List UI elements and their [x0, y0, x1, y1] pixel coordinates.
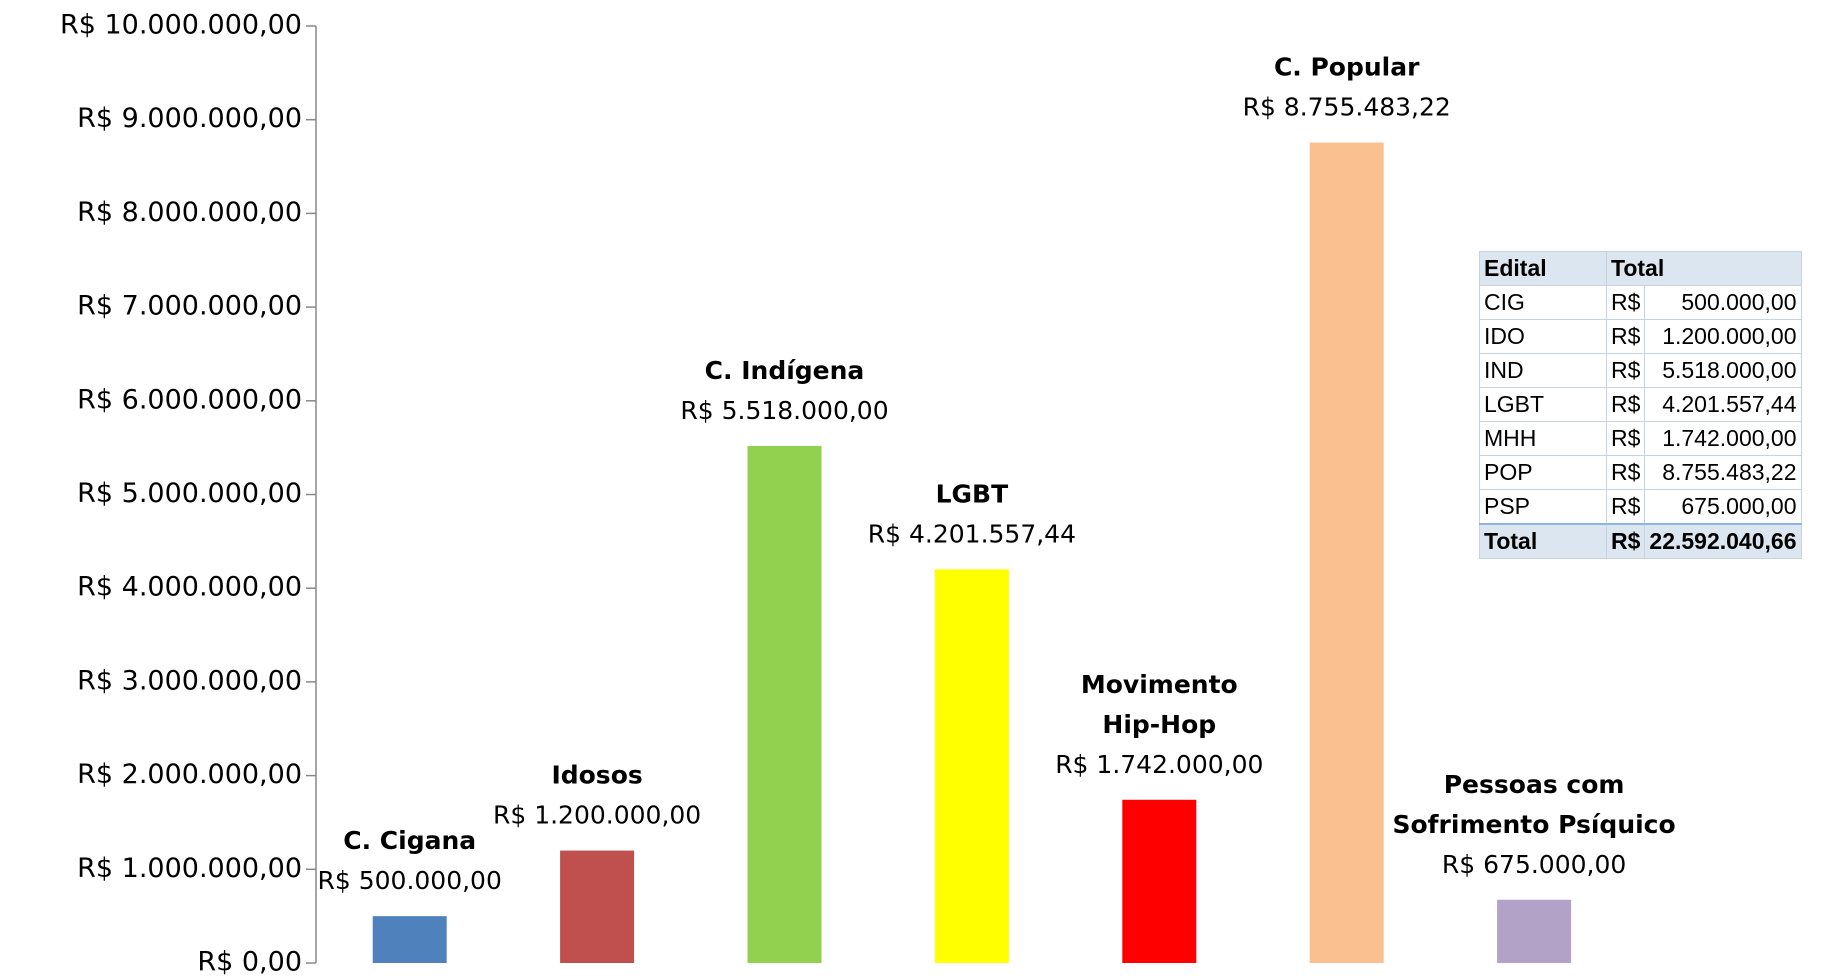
bar: [1497, 899, 1572, 963]
y-tick-label: R$ 1.000.000,00: [77, 853, 302, 884]
table-row: MHH R$ 1.742.000,00: [1479, 421, 1802, 456]
table-cell: R$: [1605, 387, 1646, 422]
table-cell: R$: [1605, 455, 1646, 490]
table-cell: 4.201.557,44: [1644, 387, 1802, 422]
bar: [1122, 799, 1197, 963]
y-tick-label: R$ 5.000.000,00: [77, 478, 302, 509]
table-cell: R$: [1605, 285, 1646, 320]
table-row: POP R$ 8.755.483,22: [1479, 455, 1802, 490]
bar: [372, 916, 447, 963]
table-row: IND R$ 5.518.000,00: [1479, 353, 1802, 388]
value-label: R$ 5.518.000,00: [680, 396, 888, 425]
table-cell: 1.742.000,00: [1644, 421, 1802, 456]
y-tick-label: R$ 3.000.000,00: [77, 665, 302, 696]
table-cell: 5.518.000,00: [1644, 353, 1802, 388]
category-label: Idosos: [551, 761, 642, 790]
table-cell: POP: [1479, 455, 1607, 490]
category-label: C. Popular: [1274, 53, 1420, 82]
total-cell: R$: [1605, 523, 1646, 559]
table-cell: R$: [1605, 319, 1646, 354]
table-cell: 1.200.000,00: [1644, 319, 1802, 354]
table-cell: LGBT: [1479, 387, 1607, 422]
table-cell: PSP: [1479, 489, 1607, 525]
y-tick-label: R$ 7.000.000,00: [77, 291, 302, 322]
y-tick-label: R$ 4.000.000,00: [77, 572, 302, 603]
table-cell: MHH: [1479, 421, 1607, 456]
category-label: C. Indígena: [705, 356, 865, 385]
table-cell: R$: [1605, 489, 1646, 525]
total-cell: Total: [1479, 523, 1607, 559]
y-tick-label: R$ 10.000.000,00: [60, 10, 302, 41]
y-tick-label: R$ 9.000.000,00: [77, 103, 302, 134]
total-row: Total R$ 22.592.040,66: [1479, 523, 1802, 559]
value-label: R$ 8.755.483,22: [1243, 93, 1451, 122]
table-row: LGBT R$ 4.201.557,44: [1479, 387, 1802, 422]
bar: [934, 569, 1009, 963]
table-cell: CIG: [1479, 285, 1607, 320]
table-row: PSP R$ 675.000,00: [1479, 489, 1802, 525]
bar: [560, 850, 635, 963]
header-cell: Total: [1606, 251, 1802, 286]
y-tick-label: R$ 0,00: [197, 947, 302, 978]
value-label: R$ 500.000,00: [318, 866, 502, 895]
value-label: R$ 1.742.000,00: [1055, 750, 1263, 779]
bar: [747, 445, 822, 964]
value-label: R$ 1.200.000,00: [493, 801, 701, 830]
category-label: C. Cigana: [343, 826, 476, 855]
header-cell: Edital: [1479, 251, 1607, 286]
header-row: Edital Total: [1479, 251, 1802, 286]
value-label: R$ 4.201.557,44: [868, 519, 1076, 548]
table-cell: IDO: [1479, 319, 1607, 354]
total-cell: 22.592.040,66: [1644, 523, 1802, 559]
y-tick-label: R$ 6.000.000,00: [77, 384, 302, 415]
category-label: Pessoas com: [1444, 770, 1625, 799]
bar: [1309, 142, 1384, 964]
table-cell: 8.755.483,22: [1644, 455, 1802, 490]
category-label: Sofrimento Psíquico: [1393, 810, 1676, 839]
table-row: CIG R$ 500.000,00: [1479, 285, 1802, 320]
table-row: IDO R$ 1.200.000,00: [1479, 319, 1802, 354]
y-tick-label: R$ 8.000.000,00: [77, 197, 302, 228]
category-label: Hip-Hop: [1102, 710, 1216, 739]
y-tick-label: R$ 2.000.000,00: [77, 759, 302, 790]
category-label: Movimento: [1081, 670, 1238, 699]
table-cell: R$: [1605, 353, 1646, 388]
category-label: LGBT: [936, 479, 1009, 508]
value-label: R$ 675.000,00: [1442, 850, 1626, 879]
summary-table: Edital Total CIG R$ 500.000,00 IDO R$ 1.200.000…: [1479, 251, 1802, 559]
table-cell: 500.000,00: [1644, 285, 1802, 320]
table-cell: IND: [1479, 353, 1607, 388]
table-cell: R$: [1605, 421, 1646, 456]
table-cell: 675.000,00: [1644, 489, 1802, 525]
